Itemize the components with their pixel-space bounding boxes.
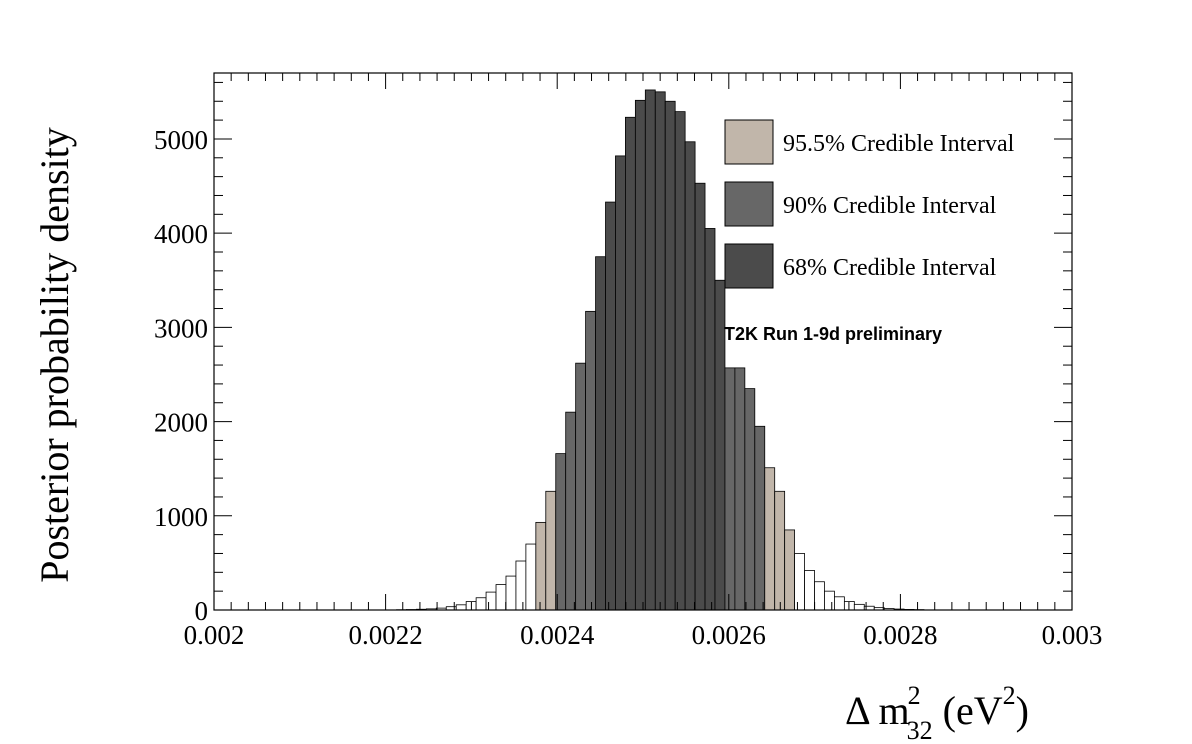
histogram-bin-30 [694, 182, 706, 611]
histogram-bin-44 [834, 596, 845, 611]
histogram-bin-46 [853, 603, 865, 611]
x-axis-label-unit-close: ) [1016, 688, 1029, 733]
plot-frame [213, 72, 1073, 611]
histogram-bin-38 [774, 490, 786, 611]
histogram-bin-12 [515, 560, 527, 611]
legend-label-68: 68% Credible Interval [783, 255, 997, 281]
y-tick-label-3: 3000 [154, 313, 208, 343]
axis-ticks [213, 73, 1073, 611]
histogram-bin-22 [615, 155, 626, 611]
histogram-bin-42 [814, 581, 825, 611]
histogram-bin-27 [664, 100, 676, 611]
histogram-bin-34 [734, 367, 746, 611]
x-tick-label-2: 0.0024 [520, 620, 595, 650]
x-tick-label-1: 0.0022 [348, 620, 422, 650]
legend-swatch-90 [724, 181, 774, 227]
histogram-bin-37 [764, 467, 776, 611]
y-axis-label: Posterior probability density [32, 127, 77, 583]
histogram-bin-26 [654, 91, 666, 611]
x-tick-label-5: 0.003 [1042, 620, 1103, 650]
histogram-bin-24 [634, 99, 646, 611]
histogram-bin-8 [475, 597, 487, 611]
histogram-bin-15 [545, 490, 557, 611]
histogram-bin-28 [674, 111, 686, 611]
legend: 95.5% Credible Interval 90% Credible Int… [724, 119, 1015, 289]
y-tick-label-5: 5000 [154, 125, 208, 155]
histogram-bin-36 [754, 425, 766, 611]
x-axis-label: Δ m2 32 (eV2) [845, 681, 1029, 744]
histogram-bin-39 [784, 529, 796, 611]
histogram-bin-16 [555, 453, 567, 611]
histogram-bin-29 [684, 141, 696, 611]
x-axis-label-unit-sup: 2 [1003, 681, 1016, 710]
legend-label-90: 90% Credible Interval [783, 193, 997, 219]
histogram-bin-23 [625, 116, 636, 611]
histogram-bin-41 [804, 570, 815, 611]
histogram-bin-13 [525, 543, 537, 611]
histogram-bin-14 [535, 521, 547, 611]
legend-swatch-95-5 [724, 119, 774, 165]
x-axis-label-unit-open: (eV [933, 688, 1003, 733]
legend-label-95-5: 95.5% Credible Interval [783, 131, 1015, 157]
histogram-bin-25 [644, 89, 656, 611]
y-tick-label-1: 1000 [154, 502, 208, 532]
x-axis-label-sup: 2 [908, 681, 921, 710]
histogram-bin-33 [724, 367, 736, 611]
histogram-bin-43 [824, 590, 835, 611]
x-axis-label-symbol: Δ m [845, 688, 910, 733]
histogram-bin-19 [585, 310, 596, 611]
histogram-bin-18 [575, 362, 586, 611]
x-tick-labels: 0.002 0.0022 0.0024 0.0026 0.0028 0.003 [184, 620, 1103, 650]
x-tick-label-4: 0.0028 [863, 620, 937, 650]
histogram-bin-17 [565, 411, 577, 611]
histogram-bin-11 [505, 575, 517, 611]
histogram-bin-31 [704, 228, 716, 611]
y-tick-label-0: 0 [195, 596, 209, 626]
histogram-bin-9 [485, 591, 497, 611]
histogram-bin-10 [495, 584, 507, 611]
histogram-bin-21 [605, 201, 616, 611]
histogram-bin-6 [455, 604, 467, 611]
x-axis-label-sub: 32 [907, 716, 933, 744]
histogram-bars [396, 89, 925, 611]
x-tick-label-0: 0.002 [184, 620, 245, 650]
preliminary-annotation: T2K Run 1-9d preliminary [724, 324, 942, 344]
y-tick-label-2: 2000 [154, 408, 208, 438]
y-tick-label-4: 4000 [154, 219, 208, 249]
x-tick-label-3: 0.0026 [692, 620, 766, 650]
histogram-bin-40 [794, 553, 805, 611]
legend-swatch-68 [724, 243, 774, 289]
histogram-bin-20 [595, 256, 606, 611]
y-tick-labels: 0 1000 2000 3000 4000 5000 [154, 125, 208, 626]
histogram-bin-35 [744, 388, 756, 611]
